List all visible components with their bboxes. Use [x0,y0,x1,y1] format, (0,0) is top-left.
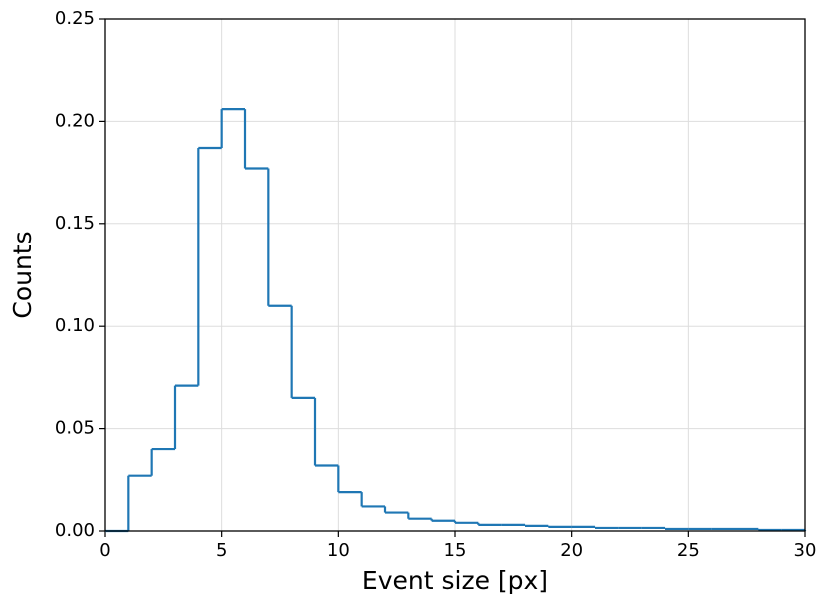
y-tick-label: 0.05 [55,418,95,439]
y-axis-label: Counts [8,231,37,318]
y-tick-label: 0.10 [55,315,95,336]
x-tick-label: 10 [327,540,350,561]
x-tick-label: 15 [444,540,467,561]
y-tick-label: 0.15 [55,213,95,234]
y-tick-label: 0.20 [55,110,95,131]
x-tick-label: 5 [216,540,227,561]
x-tick-label: 25 [677,540,700,561]
plot-frame [104,18,806,532]
y-tick-label: 0.00 [55,520,95,541]
y-tick-label: 0.25 [55,8,95,29]
x-axis-label: Event size [px] [362,566,548,595]
x-tick-label: 20 [560,540,583,561]
x-tick-label: 0 [99,540,110,561]
x-tick-label: 30 [794,540,817,561]
